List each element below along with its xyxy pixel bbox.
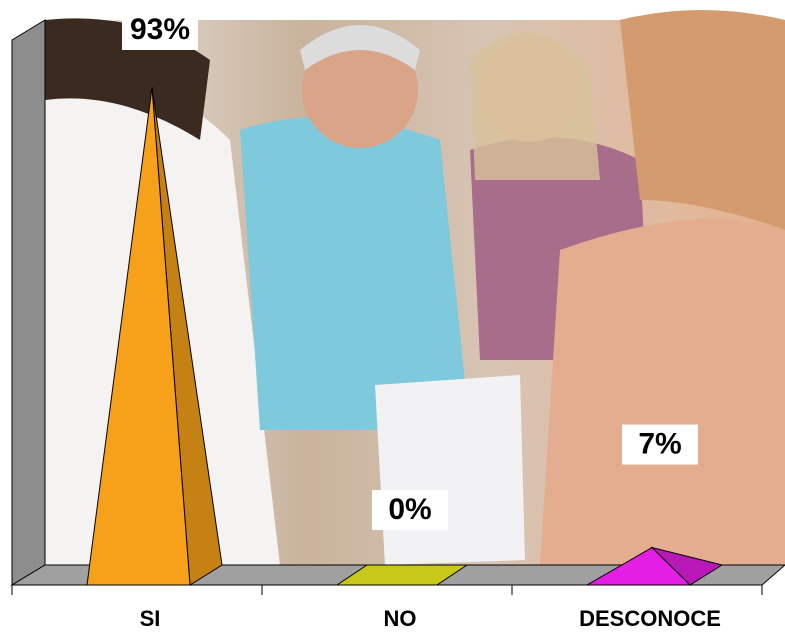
value-label-box (122, 10, 198, 50)
value-label-box (372, 490, 448, 530)
pyramid (585, 546, 724, 586)
value-label-box (622, 424, 698, 465)
pyramid-base (335, 564, 469, 586)
pyramid (86, 87, 223, 586)
value-label: 7% (638, 427, 681, 460)
left-wall (11, 19, 46, 586)
value-label: 0% (388, 493, 431, 526)
value-label: 93% (130, 13, 190, 46)
pyramid-front (86, 87, 191, 586)
x-tick-label: SI (140, 606, 161, 631)
pyramid (335, 564, 469, 586)
x-tick-label: DESCONOCE (579, 606, 721, 631)
pyramid-front (585, 546, 692, 586)
x-tick-label: NO (384, 606, 417, 631)
background-photo (45, 10, 785, 566)
